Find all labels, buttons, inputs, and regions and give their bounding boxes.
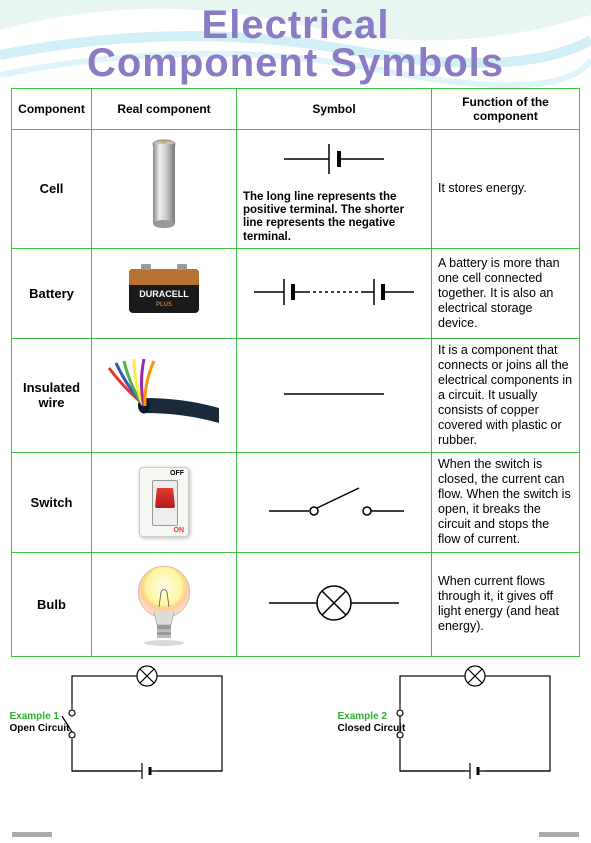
- component-name: Battery: [12, 248, 92, 338]
- component-name: Cell: [12, 130, 92, 249]
- cell-image-icon: [144, 136, 184, 236]
- battery-image-icon: DURACELL PLUS: [119, 261, 209, 321]
- battery-brand-label: DURACELL: [139, 289, 189, 299]
- circuit-examples: Example 1 Open Circuit Example 2 Closed …: [12, 661, 580, 786]
- symbol-description: The long line represents the positive te…: [243, 191, 425, 244]
- table-row: Cell: [12, 130, 580, 249]
- switch-on-label: ON: [174, 527, 185, 534]
- header-component: Component: [12, 89, 92, 130]
- bulb-symbol-icon: [259, 578, 409, 628]
- battery-sub-label: PLUS: [156, 302, 172, 308]
- function-cell: It is a component that connects or joins…: [432, 338, 580, 452]
- real-battery: DURACELL PLUS: [92, 248, 237, 338]
- table-row: Bulb: [12, 552, 580, 656]
- component-name: Insulated wire: [12, 338, 92, 452]
- function-cell: It stores energy.: [432, 130, 580, 249]
- example-2-sub: Closed Circuit: [338, 723, 406, 735]
- real-bulb: [92, 552, 237, 656]
- example-open-circuit: Example 1 Open Circuit: [12, 661, 252, 786]
- header-symbol: Symbol: [237, 89, 432, 130]
- component-name: Switch: [12, 452, 92, 552]
- symbol-switch: [237, 452, 432, 552]
- function-cell: A battery is more than one cell connecte…: [432, 248, 580, 338]
- table-row: Insulated wire It is a componen: [12, 338, 580, 452]
- symbol-cell: The long line represents the positive te…: [237, 130, 432, 249]
- example-1-sub: Open Circuit: [10, 723, 70, 735]
- example-2-label: Example 2: [338, 711, 406, 723]
- table-row: Battery DURACELL PLUS: [12, 248, 580, 338]
- wire-image-icon: [104, 353, 224, 433]
- title-line-2: Component Symbols: [87, 41, 504, 85]
- example-1-label: Example 1: [10, 711, 70, 723]
- components-table: Component Real component Symbol Function…: [11, 88, 580, 657]
- page-title: Electrical Component Symbols: [0, 0, 591, 82]
- switch-image-icon: OFF ON: [139, 467, 189, 537]
- symbol-bulb: [237, 552, 432, 656]
- battery-symbol-icon: [249, 272, 419, 312]
- real-cell: [92, 130, 237, 249]
- header-real: Real component: [92, 89, 237, 130]
- switch-off-label: OFF: [170, 470, 184, 477]
- wire-symbol-icon: [274, 384, 394, 404]
- switch-symbol-icon: [259, 476, 409, 526]
- function-cell: When the switch is closed, the current c…: [432, 452, 580, 552]
- real-switch: OFF ON: [92, 452, 237, 552]
- example-closed-circuit: Example 2 Closed Circuit: [340, 661, 580, 786]
- header-function: Function of the component: [432, 89, 580, 130]
- component-name: Bulb: [12, 552, 92, 656]
- footer-bar-left: [12, 832, 52, 837]
- table-row: Switch OFF ON When the switch is: [12, 452, 580, 552]
- symbol-wire: [237, 338, 432, 452]
- symbol-battery: [237, 248, 432, 338]
- function-cell: When current flows through it, it gives …: [432, 552, 580, 656]
- real-wire: [92, 338, 237, 452]
- bulb-image-icon: [129, 557, 199, 647]
- footer-bar-right: [539, 832, 579, 837]
- cell-symbol-icon: [274, 134, 394, 184]
